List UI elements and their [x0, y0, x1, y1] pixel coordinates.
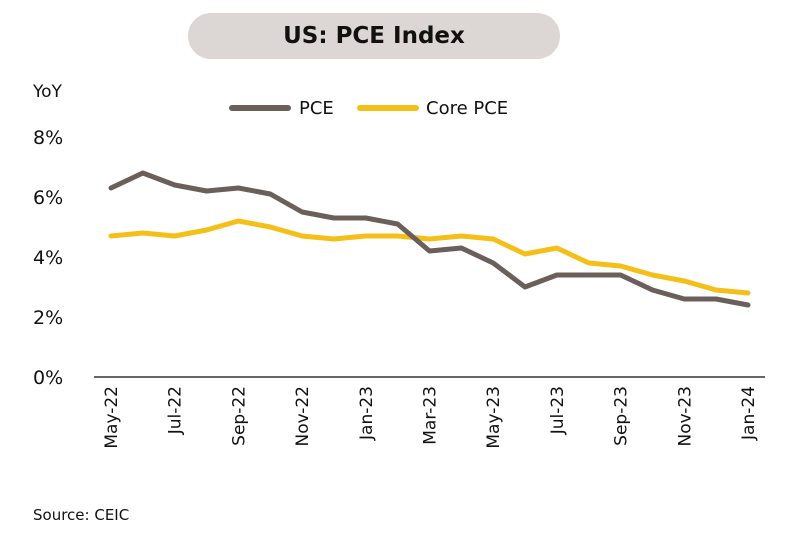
y-tick-label: 2% — [33, 307, 63, 329]
x-tick-labels: May-22 Jul-22 Sep-22 Nov-22 Jan-23 Mar-23 May-… — [102, 386, 759, 449]
x-tick-label: Sep-22 — [229, 386, 249, 446]
y-tick-label: 0% — [33, 367, 63, 389]
x-tick-label: Jul-23 — [548, 386, 568, 435]
chart-title-pill: US: PCE Index — [188, 13, 560, 59]
y-tick-label: 4% — [33, 247, 63, 269]
x-tick-label: May-23 — [484, 386, 504, 449]
series-line-core-pce — [108, 218, 751, 296]
x-tick-label: Mar-23 — [421, 386, 441, 445]
x-tick-label: Nov-22 — [293, 386, 313, 447]
y-tick-label: 8% — [33, 127, 63, 149]
x-tick-label: May-22 — [102, 386, 122, 449]
legend: PCE Core PCE — [229, 98, 508, 119]
y-tick-labels: 0% 2% 4% 6% 8% — [33, 127, 63, 389]
x-tick-label: Sep-23 — [612, 386, 632, 446]
source-note: Source: CEIC — [33, 506, 130, 524]
legend-label: PCE — [299, 98, 334, 119]
series-lines — [108, 170, 751, 308]
x-tick-label: Nov-23 — [675, 386, 695, 447]
x-tick-label: Jan-24 — [739, 386, 759, 441]
y-axis-label: YoY — [33, 82, 62, 102]
y-tick-label: 6% — [33, 187, 63, 209]
chart-title: US: PCE Index — [283, 23, 465, 49]
series-line-pce — [108, 170, 751, 308]
x-tick-label: Jul-22 — [166, 386, 186, 435]
legend-label: Core PCE — [426, 98, 508, 119]
x-tick-label: Jan-23 — [357, 386, 377, 441]
